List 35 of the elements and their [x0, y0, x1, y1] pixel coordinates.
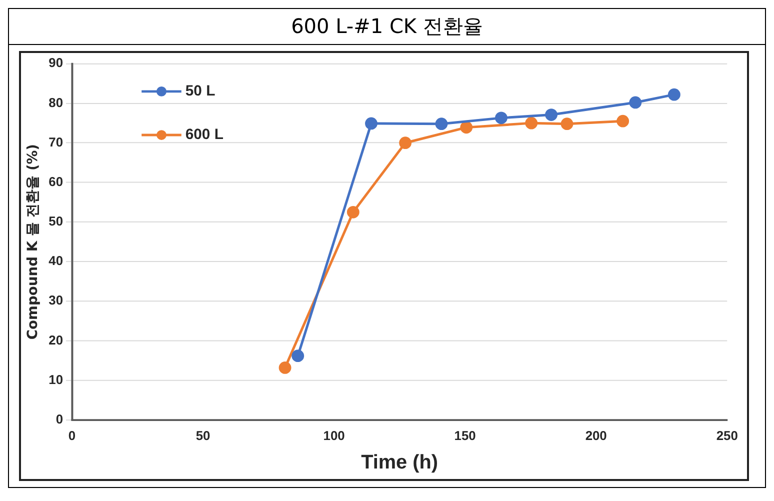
point — [435, 118, 448, 130]
point — [525, 116, 538, 130]
point — [292, 350, 304, 362]
y-tick-label: 10 — [48, 372, 64, 387]
point — [278, 362, 292, 374]
y-tick-label: 50 — [48, 214, 64, 229]
y-tick-label: 80 — [48, 94, 64, 110]
x-tick-label: 150 — [454, 428, 476, 444]
chart-title: 600 L-#1 CK 전환율 — [9, 9, 765, 45]
x-tick-label: 50 — [196, 428, 210, 444]
point — [495, 112, 508, 124]
point — [399, 136, 412, 150]
point — [346, 206, 360, 218]
point — [460, 121, 473, 134]
x-tick-label: 0 — [68, 428, 76, 444]
point — [560, 118, 574, 130]
point — [545, 108, 558, 121]
legend-label: 50 L — [185, 84, 216, 100]
y-tick-label: 70 — [48, 134, 64, 150]
point — [668, 88, 680, 101]
x-tick-label: 250 — [716, 428, 738, 444]
y-tick-label: 20 — [48, 332, 64, 348]
y-tick-label: 90 — [48, 55, 64, 70]
point — [629, 96, 642, 109]
legend-label: 600 L — [185, 127, 224, 144]
point — [365, 117, 378, 130]
y-tick-label: 0 — [56, 412, 64, 426]
point — [616, 114, 630, 128]
y-tick-label: 30 — [48, 292, 64, 308]
x-tick-label: 100 — [323, 428, 345, 444]
x-tick-label: 200 — [585, 428, 607, 444]
x-axis-title: Time (h) — [361, 452, 438, 474]
y-tick-label: 60 — [48, 174, 64, 189]
y-axis-title: Compound K 몰 전환율 (%) — [24, 144, 41, 340]
y-tick-label: 40 — [48, 253, 64, 268]
